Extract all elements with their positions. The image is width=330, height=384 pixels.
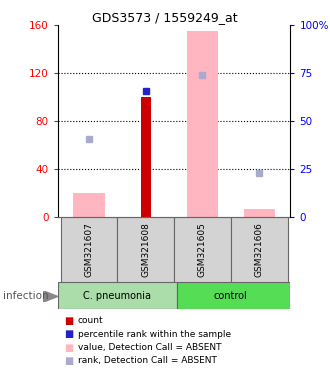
- Text: rank, Detection Call = ABSENT: rank, Detection Call = ABSENT: [78, 356, 216, 366]
- Text: C. pneumonia: C. pneumonia: [83, 291, 151, 301]
- Bar: [141, 97, 151, 217]
- Bar: [61, 217, 117, 282]
- Text: value, Detection Call = ABSENT: value, Detection Call = ABSENT: [78, 343, 221, 352]
- Bar: [174, 217, 231, 282]
- Bar: [231, 217, 287, 282]
- Polygon shape: [43, 291, 58, 302]
- Bar: [177, 282, 290, 309]
- Text: GSM321607: GSM321607: [84, 222, 93, 277]
- Text: GSM321608: GSM321608: [141, 222, 150, 277]
- Bar: [244, 209, 275, 217]
- Text: ■: ■: [64, 356, 74, 366]
- Bar: [58, 282, 177, 309]
- Text: GSM321606: GSM321606: [255, 222, 264, 277]
- Text: percentile rank within the sample: percentile rank within the sample: [78, 329, 231, 339]
- Text: GDS3573 / 1559249_at: GDS3573 / 1559249_at: [92, 11, 238, 24]
- Text: ■: ■: [64, 329, 74, 339]
- Text: GSM321605: GSM321605: [198, 222, 207, 277]
- Bar: [187, 31, 218, 217]
- Text: control: control: [214, 291, 248, 301]
- Text: count: count: [78, 316, 103, 325]
- Bar: [73, 193, 105, 217]
- Text: ■: ■: [64, 343, 74, 353]
- Bar: [117, 217, 174, 282]
- Text: infection: infection: [3, 291, 49, 301]
- Text: ■: ■: [64, 316, 74, 326]
